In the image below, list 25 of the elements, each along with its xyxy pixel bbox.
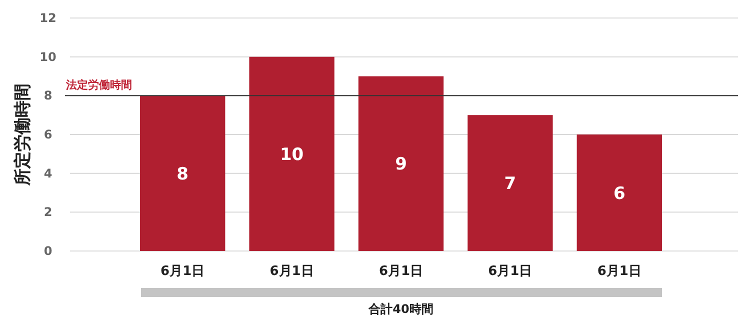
x-tick-label: 6月1日 xyxy=(378,264,424,279)
data-label: 6 xyxy=(613,184,626,204)
bar xyxy=(249,56,334,251)
data-label: 9 xyxy=(395,154,407,175)
bar xyxy=(358,76,444,251)
y-tick-label: 12 xyxy=(40,11,56,25)
bar xyxy=(468,115,553,251)
data-label: 8 xyxy=(176,164,189,184)
y-tick-label: 6 xyxy=(44,128,52,142)
ref-line-label: 法定労働時間 xyxy=(65,78,132,92)
data-label: 7 xyxy=(504,174,516,194)
y-tick-label: 10 xyxy=(40,50,56,64)
y-axis-title: 所定労働時間 xyxy=(13,84,33,186)
y-tick-label: 0 xyxy=(44,244,52,258)
x-tick-label: 6月1日 xyxy=(160,264,205,279)
text: 合計40時間 xyxy=(368,302,434,316)
x-tick-label: 6月1日 xyxy=(270,264,314,279)
y-tick-label: 4 xyxy=(44,166,52,180)
data-label: 10 xyxy=(280,144,304,165)
bar xyxy=(140,96,226,251)
x-tick-label: 6月1日 xyxy=(488,264,532,279)
y-tick-label: 8 xyxy=(44,88,52,103)
bar xyxy=(576,134,662,251)
x-tick-label: 6月1日 xyxy=(597,264,642,279)
y-tick-label: 2 xyxy=(44,205,52,220)
